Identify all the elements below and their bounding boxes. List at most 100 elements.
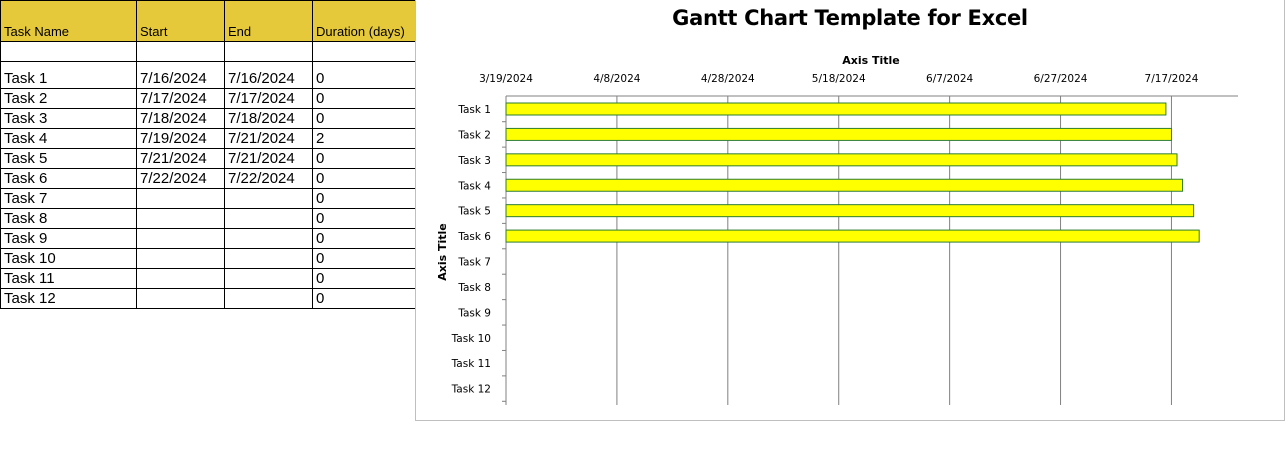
table-cell[interactable]: 0 [312,108,417,129]
table-cell[interactable]: 0 [312,268,417,289]
table-cell[interactable]: Task 2 [0,88,137,109]
table-cell[interactable] [136,208,225,229]
gantt-bar [505,102,1167,116]
table-cell[interactable]: 7/17/2024 [136,88,225,109]
table-cell[interactable]: 7/16/2024 [136,61,225,89]
x-tick-label: 4/8/2024 [593,73,640,85]
y-tick-label: Task 10 [451,333,491,345]
table-cell[interactable]: Task 9 [0,228,137,249]
table-cell[interactable] [136,188,225,209]
y-tick-label: Task 5 [457,206,491,218]
y-tick-label: Task 4 [457,180,491,192]
table-cell[interactable] [136,228,225,249]
table-cell[interactable]: 7/21/2024 [224,148,313,169]
table-cell[interactable]: 7/21/2024 [224,128,313,149]
x-tick-label: 3/19/2024 [479,73,533,85]
table-cell[interactable]: 0 [312,148,417,169]
x-tick-label: 4/28/2024 [701,73,755,85]
table-cell[interactable] [0,41,137,62]
table-cell[interactable]: 0 [312,168,417,189]
y-tick-label: Task 8 [457,282,491,294]
table-cell[interactable]: 7/22/2024 [136,168,225,189]
column-header[interactable]: Duration (days) [312,0,417,42]
table-cell[interactable]: Task 5 [0,148,137,169]
table-cell[interactable]: 0 [312,248,417,269]
table-row: Task 2 7/17/2024 7/17/2024 0 [0,88,417,109]
table-row: Task 9 0 [0,228,417,249]
column-header-label: Duration (days) [316,24,405,39]
task-table: Task Name Start End Duration (days) Task 1 7/… [0,0,417,309]
x-tick-label: 6/7/2024 [926,73,973,85]
column-header-label: End [228,24,252,39]
table-cell[interactable]: Task 7 [0,188,137,209]
x-tick-label: 7/17/2024 [1145,73,1199,85]
y-tick-label: Task 7 [457,257,491,269]
table-cell[interactable] [136,268,225,289]
table-cell[interactable]: 7/16/2024 [224,61,313,89]
gantt-bar [505,204,1195,218]
gantt-bar [505,178,1184,192]
gantt-chart: Gantt Chart Template for Excel Axis Titl… [415,0,1285,421]
table-cell[interactable] [224,188,313,209]
table-cell[interactable] [224,228,313,249]
column-header[interactable]: Start [136,0,225,42]
table-cell[interactable] [224,41,313,62]
table-cell[interactable]: 7/18/2024 [224,108,313,129]
table-cell[interactable] [224,208,313,229]
table-cell[interactable] [224,288,313,309]
table-cell[interactable]: Task 3 [0,108,137,129]
table-cell[interactable]: Task 1 [0,61,137,89]
table-cell[interactable] [224,268,313,289]
table-header-row: Task Name Start End Duration (days) [0,0,417,42]
table-cell[interactable]: 0 [312,228,417,249]
table-row: Task 6 7/22/2024 7/22/2024 0 [0,168,417,189]
table-cell[interactable]: 0 [312,288,417,309]
table-cell[interactable]: 7/22/2024 [224,168,313,189]
y-axis-title: Axis Title [436,223,449,281]
y-tick-label: Task 6 [457,231,491,243]
table-cell[interactable]: 0 [312,61,417,89]
gantt-bar [505,153,1178,167]
table-row: Task 5 7/21/2024 7/21/2024 0 [0,148,417,169]
table-cell[interactable]: Task 12 [0,288,137,309]
table-cell[interactable] [136,41,225,62]
table-cell[interactable] [136,248,225,269]
x-tick-label: 5/18/2024 [812,73,866,85]
table-row: Task 4 7/19/2024 7/21/2024 2 [0,128,417,149]
table-row: Task 10 0 [0,248,417,269]
y-tick-label: Task 11 [451,358,491,370]
y-tick-label: Task 9 [457,307,491,319]
x-tick-label: 6/27/2024 [1034,73,1088,85]
table-cell[interactable]: Task 11 [0,268,137,289]
column-header[interactable]: End [224,0,313,42]
y-tick-label: Task 3 [457,155,491,167]
x-axis-title: Axis Title [842,54,900,67]
table-cell[interactable]: 0 [312,208,417,229]
table-cell[interactable]: 0 [312,88,417,109]
y-tick-label: Task 1 [457,104,491,116]
table-row: Task 7 0 [0,188,417,209]
column-header[interactable]: Task Name [0,0,137,42]
column-header-label: Start [140,24,168,39]
table-cell[interactable]: Task 10 [0,248,137,269]
table-cell[interactable] [224,248,313,269]
table-cell[interactable]: Task 4 [0,128,137,149]
table-cell[interactable]: 7/18/2024 [136,108,225,129]
table-cell[interactable]: 2 [312,128,417,149]
table-cell[interactable]: 7/17/2024 [224,88,313,109]
table-cell[interactable]: Task 6 [0,168,137,189]
table-row: Task 8 0 [0,208,417,229]
table-cell[interactable]: 7/21/2024 [136,148,225,169]
gantt-bar [505,127,1172,141]
table-cell[interactable] [312,41,417,62]
chart-plot: Axis Title Axis Title 3/19/2024 4/8/2024 4/2… [436,54,1238,405]
table-cell[interactable]: 0 [312,188,417,209]
table-cell[interactable]: Task 8 [0,208,137,229]
y-tick-label: Task 12 [451,384,491,396]
table-cell[interactable]: 7/19/2024 [136,128,225,149]
table-cell[interactable] [136,288,225,309]
chart-title: Gantt Chart Template for Excel [672,6,1028,30]
table-row: Task 3 7/18/2024 7/18/2024 0 [0,108,417,129]
y-tick-label: Task 2 [457,129,491,141]
table-row: Task 12 0 [0,288,417,309]
